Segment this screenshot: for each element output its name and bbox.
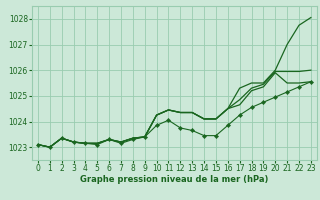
X-axis label: Graphe pression niveau de la mer (hPa): Graphe pression niveau de la mer (hPa)	[80, 175, 268, 184]
